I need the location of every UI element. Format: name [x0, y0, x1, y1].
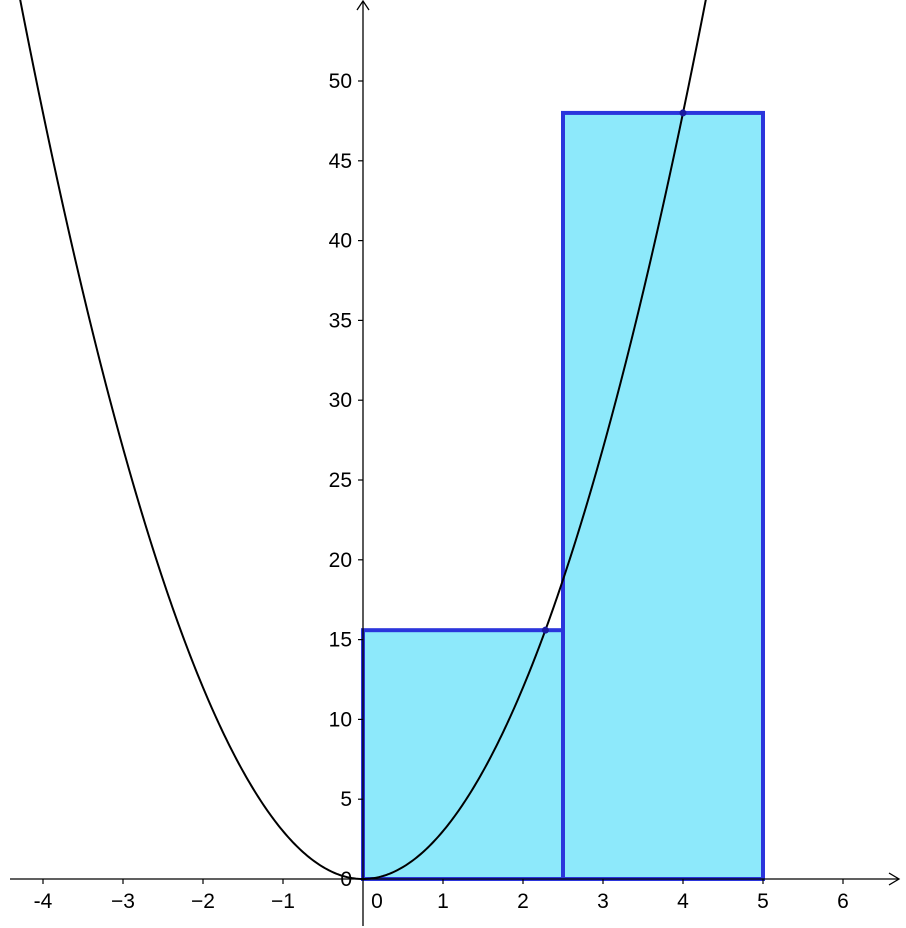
x-tick-label: 4	[677, 890, 689, 913]
x-tick-label: -4	[34, 890, 53, 913]
y-tick-label: 35	[329, 309, 352, 332]
x-axis-arrow	[888, 872, 901, 886]
y-tick-label: 0	[340, 868, 352, 891]
rectangle-1	[361, 628, 565, 881]
axes-layer	[10, 0, 901, 926]
y-axis-arrow	[356, 0, 370, 11]
x-tick-label: −3	[111, 890, 135, 913]
x-tick-label: 0	[371, 890, 383, 913]
y-tick-label: 45	[329, 150, 352, 173]
x-tick-label: 6	[837, 890, 849, 913]
y-tick-label: 40	[329, 230, 352, 253]
curve-layer	[19, 0, 707, 881]
y-tick-label: 10	[329, 708, 352, 731]
curve-line	[19, 0, 707, 881]
sample-point-1	[541, 626, 549, 634]
x-tick-label: 3	[597, 890, 609, 913]
sample-point-2	[679, 109, 687, 117]
x-tick-label: −2	[191, 890, 215, 913]
y-tick-label: 20	[329, 549, 352, 572]
y-tick-label: 25	[329, 469, 352, 492]
rectangle-2	[561, 110, 765, 882]
y-tick-label: 5	[340, 788, 352, 811]
x-tick-label: 1	[437, 890, 449, 913]
x-tick-label: 5	[757, 890, 769, 913]
x-tick-label: 2	[517, 890, 529, 913]
points-layer	[541, 109, 687, 634]
rectangles-layer	[361, 110, 765, 882]
y-tick-label: 30	[329, 389, 352, 412]
y-tick-label: 50	[329, 70, 352, 93]
y-tick-label: 15	[329, 629, 352, 652]
x-tick-label: −1	[271, 890, 295, 913]
